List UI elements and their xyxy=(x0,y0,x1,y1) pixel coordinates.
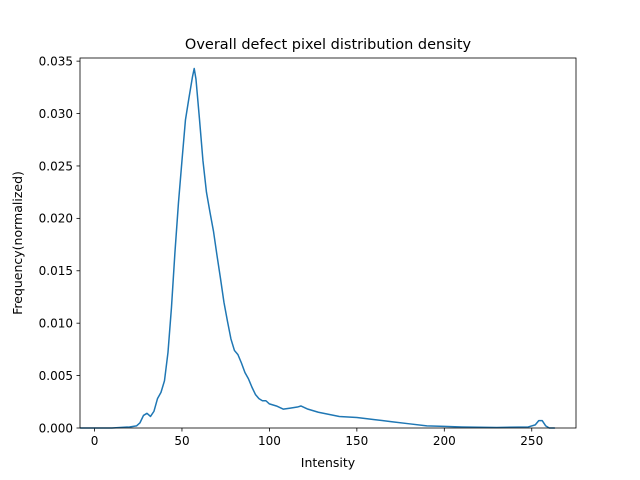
y-axis-label: Frequency(normalized) xyxy=(10,171,25,315)
x-tick-label: 50 xyxy=(174,434,189,448)
chart-title: Overall defect pixel distribution densit… xyxy=(185,37,472,53)
density-line xyxy=(79,67,556,429)
y-tick-label: 0.025 xyxy=(39,159,73,173)
x-tick-label: 0 xyxy=(91,434,99,448)
y-tick-label: 0.010 xyxy=(39,316,73,330)
x-axis-label: Intensity xyxy=(301,455,356,470)
y-tick-label: 0.020 xyxy=(39,212,73,226)
y-axis-ticks: 0.000 0.005 0.010 0.015 0.020 0.025 0.030 0.035 xyxy=(39,54,80,435)
x-tick-label: 250 xyxy=(520,434,543,448)
plot-area-frame xyxy=(79,57,577,429)
x-tick-label: 150 xyxy=(345,434,368,448)
y-tick-label: 0.015 xyxy=(39,264,73,278)
y-tick-label: 0.035 xyxy=(39,54,73,68)
y-tick-label: 0.000 xyxy=(39,421,73,435)
y-tick-label: 0.030 xyxy=(39,107,73,121)
x-tick-label: 200 xyxy=(433,434,456,448)
x-axis-ticks: 0 50 100 150 200 250 xyxy=(91,428,543,448)
y-tick-label: 0.005 xyxy=(39,369,73,383)
x-tick-label: 100 xyxy=(258,434,281,448)
